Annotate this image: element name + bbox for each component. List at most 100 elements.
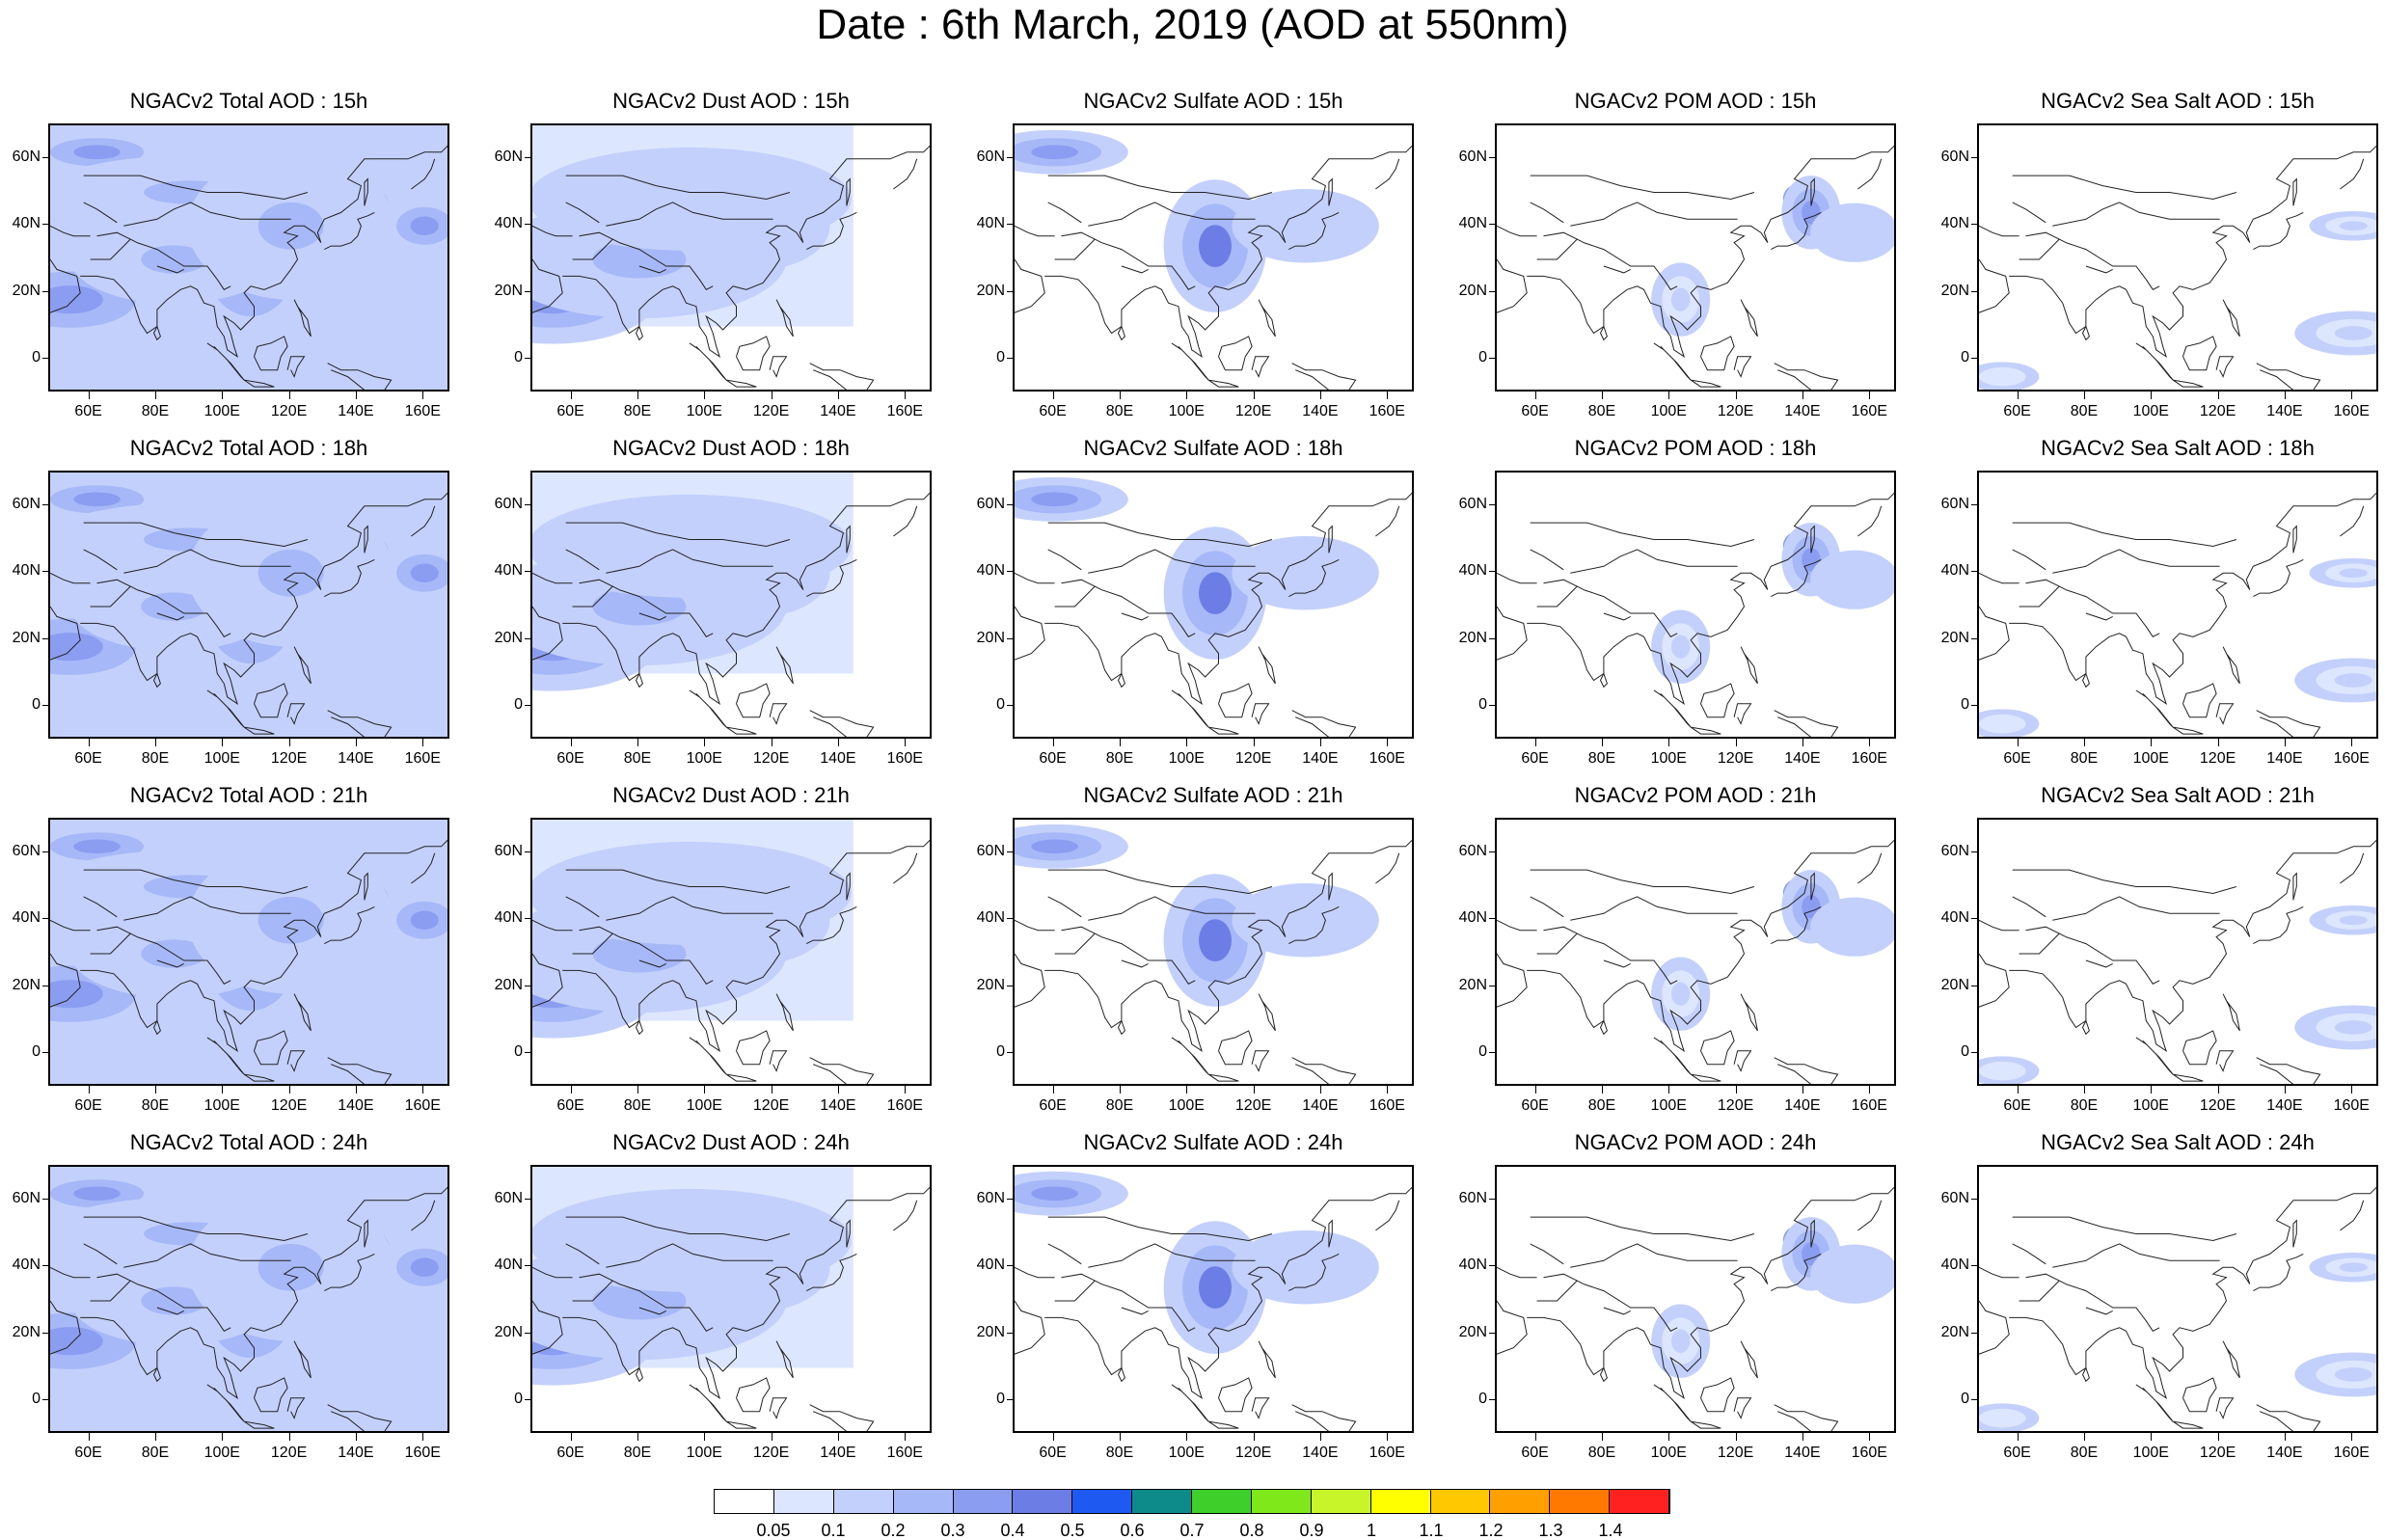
latitude-tick [1971,1265,1979,1267]
latitude-tick [1971,290,1979,292]
colorbar-label: 1.2 [1478,1521,1504,1540]
coastlines [50,1186,447,1431]
coastline [1288,211,1340,251]
longitude-label: 60E [1039,403,1067,419]
coastline [1740,1340,1758,1379]
latitude-label: 0 [1961,1043,1969,1061]
coastline [809,1057,875,1084]
coastlines [1497,145,1894,390]
coastline [2081,326,2090,341]
coastline [2012,549,2046,571]
coastline [324,905,375,945]
latitude-tick [42,1052,50,1054]
longitude-label: 140E [2266,403,2303,419]
longitude-tick [355,739,357,746]
coastline [50,1266,91,1279]
coastline [2012,869,2237,895]
latitude-label: 40N [1940,1256,1969,1274]
coastline [83,896,118,918]
longitude-tick [2284,739,2286,746]
total-aod-field [50,473,447,737]
coastline [846,177,851,206]
coastline [1218,1377,1253,1413]
latitude-tick [1489,918,1497,920]
latitude-tick [1971,1052,1979,1054]
coastlines [50,492,447,737]
longitude-label: 160E [886,1097,923,1114]
coastline [572,932,613,955]
coastline [411,852,436,884]
longitude-tick [1119,1433,1121,1441]
latitude-label: 60N [12,495,41,512]
map-panel [530,1165,932,1433]
coastline [327,1404,393,1431]
longitude-tick [2351,739,2353,746]
coastline [565,869,791,895]
coastline [806,1253,857,1292]
coastline [2172,726,2204,735]
longitude-label: 60E [74,1445,102,1461]
longitude-label: 60E [1039,750,1067,767]
latitude-label: 0 [996,1043,1005,1061]
coastline [846,525,851,554]
coastline [1291,1057,1357,1084]
coastline [1810,872,1815,901]
latitude-tick [1489,224,1497,226]
map-canvas [50,125,447,390]
coastline [1044,492,1412,706]
longitude-label: 120E [752,1445,790,1461]
latitude-label: 0 [514,1391,523,1408]
latitude-tick [1971,358,1979,360]
longitude-label: 100E [686,1445,722,1461]
latitude-tick [42,224,50,226]
figure-title: Date : 6th March, 2019 (AOD at 550nm) [816,1,1569,48]
coastline [90,932,131,955]
longitude-tick [1387,1086,1389,1094]
sulfate-aod-field [1015,476,1379,660]
longitude-tick [1802,739,1803,746]
longitude-tick [1534,1433,1536,1441]
coastline [565,202,600,224]
longitude-tick [1668,392,1670,399]
aod-blob [1840,917,1869,936]
longitude-label: 100E [2132,750,2169,767]
latitude-tick [1489,358,1497,360]
longitude-label: 140E [1302,1097,1339,1114]
colorbar [714,1489,1670,1514]
coastline [1047,1216,1273,1242]
longitude-tick [837,1086,839,1094]
coastline [689,1037,727,1075]
latitude-tick [42,1265,50,1267]
latitude-label: 20N [1458,629,1487,646]
latitude-label: 40N [1458,562,1487,580]
longitude-label: 60E [1039,1445,1067,1461]
coastline [327,363,393,390]
total-aod-field [50,1167,447,1431]
coastline [254,336,288,371]
coastline [635,1020,643,1036]
latitude-tick [525,637,532,639]
aod-blob [1282,1256,1329,1280]
aod-blob [1199,225,1232,267]
map-panel [1013,123,1414,392]
coastline [96,926,138,938]
coastline [1207,1073,1239,1082]
aod-blob [1282,214,1329,238]
coastline [2012,202,2046,224]
latitude-label: 20N [1458,1323,1487,1340]
latitude-label: 40N [494,562,523,580]
latitude-label: 20N [1940,1323,1969,1340]
longitude-label: 120E [2199,750,2236,767]
colorbar-segment [773,1490,834,1513]
coastline [1061,926,1102,938]
map-canvas [1015,824,1412,1084]
longitude-label: 100E [1650,1097,1687,1114]
aod-blob [73,492,121,507]
longitude-label: 120E [270,1097,308,1114]
coastline [1740,646,1758,685]
coastline [2172,1420,2204,1429]
longitude-label: 100E [1168,1445,1205,1461]
longitude-tick [1534,392,1536,399]
coastline [1774,710,1839,737]
longitude-label: 140E [820,1445,856,1461]
